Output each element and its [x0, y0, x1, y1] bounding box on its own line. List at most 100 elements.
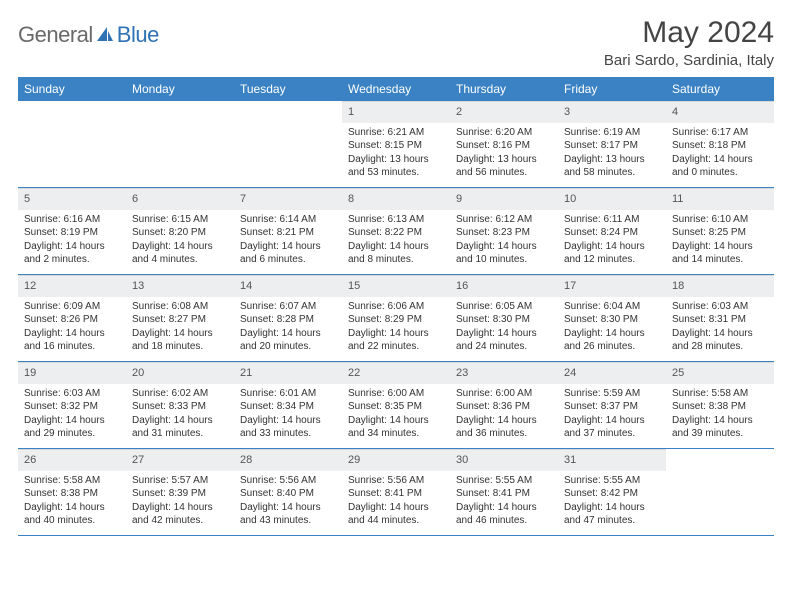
day-number: 3 [558, 101, 666, 123]
day-number: 4 [666, 101, 774, 123]
sunrise-text: Sunrise: 5:56 AM [240, 474, 336, 488]
sunset-text: Sunset: 8:20 PM [132, 226, 228, 240]
daylight-text: Daylight: 14 hours and 39 minutes. [672, 414, 768, 441]
sunrise-text: Sunrise: 6:08 AM [132, 300, 228, 314]
day-body: Sunrise: 5:57 AMSunset: 8:39 PMDaylight:… [126, 471, 234, 534]
day-cell: 11Sunrise: 6:10 AMSunset: 8:25 PMDayligh… [666, 188, 774, 274]
day-body: Sunrise: 6:01 AMSunset: 8:34 PMDaylight:… [234, 384, 342, 447]
sunset-text: Sunset: 8:40 PM [240, 487, 336, 501]
day-cell: 2Sunrise: 6:20 AMSunset: 8:16 PMDaylight… [450, 101, 558, 187]
day-cell: 23Sunrise: 6:00 AMSunset: 8:36 PMDayligh… [450, 362, 558, 448]
sunrise-text: Sunrise: 6:12 AM [456, 213, 552, 227]
sunrise-text: Sunrise: 6:06 AM [348, 300, 444, 314]
sunrise-text: Sunrise: 6:21 AM [348, 126, 444, 140]
sunset-text: Sunset: 8:37 PM [564, 400, 660, 414]
day-number: 14 [234, 275, 342, 297]
daylight-text: Daylight: 14 hours and 29 minutes. [24, 414, 120, 441]
day-cell: 26Sunrise: 5:58 AMSunset: 8:38 PMDayligh… [18, 449, 126, 535]
sunrise-text: Sunrise: 5:58 AM [672, 387, 768, 401]
day-cell: 18Sunrise: 6:03 AMSunset: 8:31 PMDayligh… [666, 275, 774, 361]
location-label: Bari Sardo, Sardinia, Italy [604, 52, 774, 69]
day-cell: 19Sunrise: 6:03 AMSunset: 8:32 PMDayligh… [18, 362, 126, 448]
sunset-text: Sunset: 8:26 PM [24, 313, 120, 327]
day-header-mon: Monday [126, 77, 234, 101]
day-body: Sunrise: 6:03 AMSunset: 8:32 PMDaylight:… [18, 384, 126, 447]
daylight-text: Daylight: 14 hours and 6 minutes. [240, 240, 336, 267]
day-body: Sunrise: 6:16 AMSunset: 8:19 PMDaylight:… [18, 210, 126, 273]
daylight-text: Daylight: 14 hours and 2 minutes. [24, 240, 120, 267]
day-cell: 31Sunrise: 5:55 AMSunset: 8:42 PMDayligh… [558, 449, 666, 535]
daylight-text: Daylight: 14 hours and 22 minutes. [348, 327, 444, 354]
month-title: May 2024 [604, 16, 774, 50]
day-number: 9 [450, 188, 558, 210]
day-cell: 25 Sunrise: 5:58 AMSunset: 8:38 PMDayligh… [666, 362, 774, 448]
sunset-text: Sunset: 8:17 PM [564, 139, 660, 153]
sunrise-text: Sunrise: 6:00 AM [348, 387, 444, 401]
week-row: 1Sunrise: 6:21 AMSunset: 8:15 PMDaylight… [18, 101, 774, 188]
day-number: 8 [342, 188, 450, 210]
sunset-text: Sunset: 8:38 PM [672, 400, 768, 414]
day-number: 23 [450, 362, 558, 384]
day-cell: 8Sunrise: 6:13 AMSunset: 8:22 PMDaylight… [342, 188, 450, 274]
sunset-text: Sunset: 8:19 PM [24, 226, 120, 240]
daylight-text: Daylight: 14 hours and 28 minutes. [672, 327, 768, 354]
logo-text-2: Blue [117, 22, 159, 48]
day-number: 13 [126, 275, 234, 297]
day-cell: 28Sunrise: 5:56 AMSunset: 8:40 PMDayligh… [234, 449, 342, 535]
daylight-text: Daylight: 14 hours and 24 minutes. [456, 327, 552, 354]
day-body: Sunrise: 6:08 AMSunset: 8:27 PMDaylight:… [126, 297, 234, 360]
sunrise-text: Sunrise: 6:05 AM [456, 300, 552, 314]
day-header-wed: Wednesday [342, 77, 450, 101]
daylight-text: Daylight: 14 hours and 18 minutes. [132, 327, 228, 354]
sunset-text: Sunset: 8:34 PM [240, 400, 336, 414]
day-number: 10 [558, 188, 666, 210]
day-cell: 13Sunrise: 6:08 AMSunset: 8:27 PMDayligh… [126, 275, 234, 361]
day-cell: 7Sunrise: 6:14 AMSunset: 8:21 PMDaylight… [234, 188, 342, 274]
daylight-text: Daylight: 14 hours and 46 minutes. [456, 501, 552, 528]
day-body: Sunrise: 5:59 AMSunset: 8:37 PMDaylight:… [558, 384, 666, 447]
sunset-text: Sunset: 8:15 PM [348, 139, 444, 153]
day-cell: 24Sunrise: 5:59 AMSunset: 8:37 PMDayligh… [558, 362, 666, 448]
week-row: 12Sunrise: 6:09 AMSunset: 8:26 PMDayligh… [18, 275, 774, 362]
day-number: 7 [234, 188, 342, 210]
day-number: 16 [450, 275, 558, 297]
logo: General Blue [18, 22, 159, 48]
day-body: Sunrise: 6:19 AMSunset: 8:17 PMDaylight:… [558, 123, 666, 186]
day-body: Sunrise: 5:58 AMSunset: 8:38 PMDaylight:… [18, 471, 126, 534]
weeks-container: 1Sunrise: 6:21 AMSunset: 8:15 PMDaylight… [18, 101, 774, 536]
day-body: Sunrise: 6:15 AMSunset: 8:20 PMDaylight:… [126, 210, 234, 273]
day-cell: 6Sunrise: 6:15 AMSunset: 8:20 PMDaylight… [126, 188, 234, 274]
calendar-page: General Blue May 2024 Bari Sardo, Sardin… [0, 0, 792, 552]
day-number: 1 [342, 101, 450, 123]
day-cell: 14Sunrise: 6:07 AMSunset: 8:28 PMDayligh… [234, 275, 342, 361]
daylight-text: Daylight: 14 hours and 33 minutes. [240, 414, 336, 441]
day-cell: 5Sunrise: 6:16 AMSunset: 8:19 PMDaylight… [18, 188, 126, 274]
sunrise-text: Sunrise: 6:20 AM [456, 126, 552, 140]
sunrise-text: Sunrise: 6:04 AM [564, 300, 660, 314]
sunrise-text: Sunrise: 5:59 AM [564, 387, 660, 401]
week-row: 5Sunrise: 6:16 AMSunset: 8:19 PMDaylight… [18, 188, 774, 275]
sunrise-text: Sunrise: 5:57 AM [132, 474, 228, 488]
day-body: Sunrise: 6:00 AMSunset: 8:35 PMDaylight:… [342, 384, 450, 447]
day-body: Sunrise: 6:11 AMSunset: 8:24 PMDaylight:… [558, 210, 666, 273]
daylight-text: Daylight: 14 hours and 0 minutes. [672, 153, 768, 180]
day-number: 26 [18, 449, 126, 471]
sunrise-text: Sunrise: 6:17 AM [672, 126, 768, 140]
day-number: 25 [666, 362, 774, 384]
day-header-sat: Saturday [666, 77, 774, 101]
sunset-text: Sunset: 8:24 PM [564, 226, 660, 240]
day-number: 19 [18, 362, 126, 384]
sunset-text: Sunset: 8:22 PM [348, 226, 444, 240]
daylight-text: Daylight: 13 hours and 53 minutes. [348, 153, 444, 180]
day-cell [18, 101, 126, 187]
daylight-text: Daylight: 14 hours and 14 minutes. [672, 240, 768, 267]
daylight-text: Daylight: 14 hours and 8 minutes. [348, 240, 444, 267]
sunset-text: Sunset: 8:30 PM [456, 313, 552, 327]
daylight-text: Daylight: 14 hours and 34 minutes. [348, 414, 444, 441]
sunrise-text: Sunrise: 6:15 AM [132, 213, 228, 227]
sunrise-text: Sunrise: 6:09 AM [24, 300, 120, 314]
day-cell: 16 Sunrise: 6:05 AMSunset: 8:30 PMDayligh… [450, 275, 558, 361]
daylight-text: Daylight: 13 hours and 58 minutes. [564, 153, 660, 180]
day-number: 27 [126, 449, 234, 471]
day-number: 11 [666, 188, 774, 210]
